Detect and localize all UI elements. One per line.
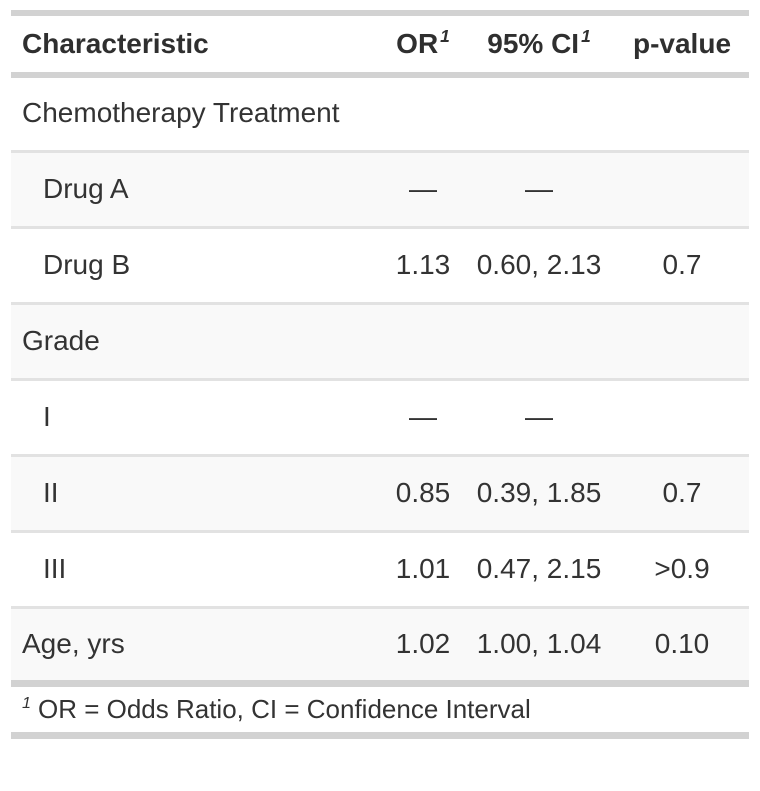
characteristic-cell: I <box>43 400 51 432</box>
group-header-row: Grade <box>11 303 749 379</box>
table-row: Drug B 1.13 0.60, 2.13 0.7 <box>11 227 749 303</box>
ci-cell: 0.47, 2.15 <box>476 552 602 584</box>
ci-cell: — <box>525 172 553 204</box>
ci-cell <box>463 303 615 379</box>
pvalue-cell <box>615 303 749 379</box>
or-cell <box>383 75 463 151</box>
table-row: Drug A — — <box>11 151 749 227</box>
or-cell: 1.01 <box>395 552 451 584</box>
pvalue-cell <box>615 379 749 455</box>
footnote-row: 1 OR = Odds Ratio, CI = Confidence Interv… <box>11 683 749 735</box>
characteristic-cell: Drug B <box>43 248 131 280</box>
table-row: II 0.85 0.39, 1.85 0.7 <box>11 455 749 531</box>
column-header-characteristic: Characteristic <box>11 13 383 78</box>
characteristic-cell: Chemotherapy Treatment <box>22 97 340 129</box>
table-header: Characteristic OR 1 95% CI 1 p-value <box>11 13 749 78</box>
characteristic-cell: III <box>43 552 67 584</box>
characteristic-cell: II <box>43 476 59 508</box>
ci-cell: — <box>525 400 553 432</box>
or-cell: — <box>409 400 437 432</box>
pvalue-header-label: p-value <box>632 27 732 59</box>
ci-footnote-marker: 1 <box>581 26 591 47</box>
pvalue-cell <box>615 75 749 151</box>
pvalue-cell: 0.7 <box>662 248 702 280</box>
pvalue-cell: 0.7 <box>662 476 702 508</box>
characteristic-cell: Grade <box>22 324 100 356</box>
ci-cell: 0.60, 2.13 <box>476 248 602 280</box>
table-row: Age, yrs 1.02 1.00, 1.04 0.10 <box>11 607 749 683</box>
group-header-row: Chemotherapy Treatment <box>11 75 749 151</box>
ci-cell: 1.00, 1.04 <box>476 627 602 659</box>
footnote-marker: 1 <box>22 694 31 713</box>
or-cell: 0.85 <box>395 476 451 508</box>
summary-table: Characteristic OR 1 95% CI 1 p-value Chemo… <box>11 10 749 739</box>
table-row: I — — <box>11 379 749 455</box>
pvalue-cell <box>615 151 749 227</box>
table-footer: 1 OR = Odds Ratio, CI = Confidence Interv… <box>11 683 749 735</box>
ci-cell: 0.39, 1.85 <box>476 476 602 508</box>
pvalue-cell: >0.9 <box>654 552 710 584</box>
header-row: Characteristic OR 1 95% CI 1 p-value <box>11 13 749 78</box>
column-header-ci: 95% CI 1 <box>463 13 615 78</box>
characteristic-cell: Age, yrs <box>22 627 125 659</box>
footnote-text: OR = Odds Ratio, CI = Confidence Interva… <box>37 693 531 724</box>
table-body: Chemotherapy Treatment Drug A — — Drug B… <box>11 75 749 683</box>
table-row: III 1.01 0.47, 2.15 >0.9 <box>11 531 749 607</box>
column-header-pvalue: p-value <box>615 13 749 78</box>
ci-header-label: 95% CI <box>487 27 580 59</box>
regression-summary-table: Characteristic OR 1 95% CI 1 p-value Chemo… <box>11 10 749 739</box>
column-header-or: OR 1 <box>383 13 463 78</box>
or-header-label: OR <box>396 27 439 59</box>
characteristic-header-label: Characteristic <box>22 27 209 59</box>
or-cell <box>383 303 463 379</box>
or-cell: 1.02 <box>395 627 451 659</box>
or-footnote-marker: 1 <box>440 26 450 47</box>
or-cell: — <box>409 172 437 204</box>
or-cell: 1.13 <box>395 248 451 280</box>
pvalue-cell: 0.10 <box>654 627 710 659</box>
ci-cell <box>463 75 615 151</box>
characteristic-cell: Drug A <box>43 172 129 204</box>
footnote: 1 OR = Odds Ratio, CI = Confidence Interv… <box>11 683 749 735</box>
